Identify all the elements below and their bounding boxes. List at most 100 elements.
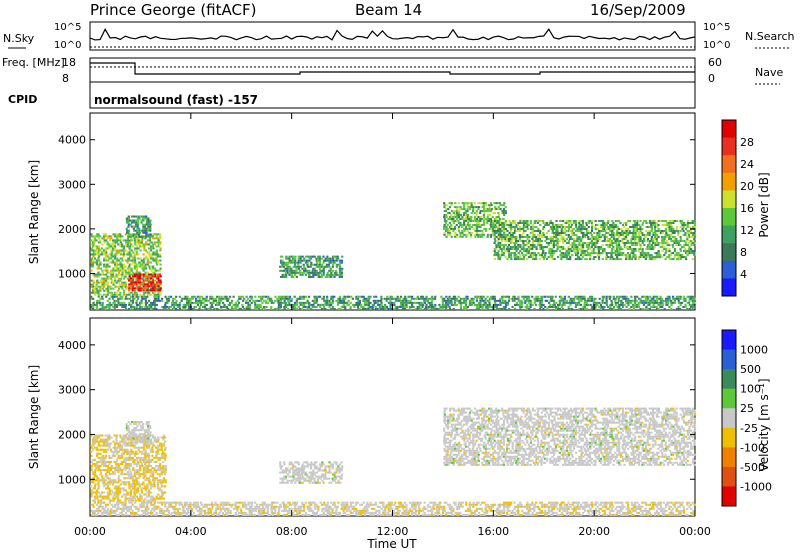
echo-cell [558,295,562,298]
echo-cell [150,265,153,268]
echo-cell [128,475,131,478]
echo-cell [157,261,160,264]
echo-cell [551,248,554,251]
echo-cell [310,257,313,260]
echo-cell [599,307,602,310]
echo-cell [590,295,594,298]
echo-cell [526,219,529,222]
echo-cell [144,279,147,282]
echo-cell [634,229,637,233]
echo-cell [538,258,542,261]
echo-cell [584,234,587,237]
echo-cell [529,254,532,257]
echo-cell [639,248,642,251]
echo-cell [102,307,105,310]
echo-cell [331,297,334,300]
echo-cell [418,303,421,306]
echo-cell [619,303,622,306]
echo-cell [239,297,242,300]
echo-cell [99,458,102,461]
echo-cell [104,257,107,260]
echo-cell [450,299,453,302]
echo-cell [513,219,516,222]
echo-cell [607,246,610,249]
echo-cell [473,303,476,306]
echo-cell [151,287,154,290]
echo-cell [588,299,592,302]
echo-cell [557,303,560,306]
echo-cell [620,252,623,255]
echo-cell [539,297,542,300]
echo-cell [121,438,124,441]
echo-cell [513,295,516,298]
echo-cell [556,225,559,228]
echo-cell [478,202,482,205]
echo-cell [433,307,437,310]
echo-cell [594,219,597,222]
echo-cell [330,271,333,274]
echo-cell [563,299,566,302]
echo-cell [684,234,687,237]
echo-cell [101,303,104,306]
echo-cell [92,307,95,310]
echo-cell [488,301,491,304]
echo-cell [491,225,494,228]
echo-cell [582,307,585,310]
echo-cell [133,458,136,461]
echo-cell [636,242,639,245]
echo-cell [95,467,98,470]
echo-cell [511,297,514,300]
echo-cell [218,301,221,304]
echo-cell [632,225,635,228]
echo-cell [682,250,686,253]
echo-cell [267,295,270,298]
echo-cell [298,301,302,304]
echo-cell [147,299,151,302]
echo-cell [283,297,286,300]
echo-cell [607,219,610,222]
echo-cell [522,254,525,257]
echo-cell [457,212,461,215]
echo-cell [617,227,621,230]
echo-cell [452,295,455,298]
echo-cell [372,303,376,306]
echo-cell [129,485,132,488]
echo-cell [644,295,648,298]
echo-cell [569,301,572,304]
echo-cell [140,497,144,500]
echo-cell [126,229,129,232]
echo-cell [685,258,688,261]
echo-cell [404,303,407,306]
echo-cell [670,223,673,226]
echo-cell [96,452,99,455]
echo-cell [468,202,471,205]
echo-cell [619,307,623,310]
echo-cell [483,217,486,220]
echo-cell [691,221,694,224]
echo-cell [515,223,518,226]
echo-cell [503,248,506,251]
echo-cell [130,237,133,240]
echo-cell [128,458,131,461]
echo-cell [128,456,131,459]
echo-cell [217,299,221,302]
echo-cell [643,295,646,298]
echo-cell [376,301,379,304]
echo-cell [470,303,473,306]
echo-cell [666,240,669,243]
echo-cell [602,297,605,300]
echo-cell [540,244,543,247]
echo-cell [574,301,577,304]
echo-cell [647,297,650,300]
echo-cell [169,295,173,298]
echo-cell [133,493,136,496]
echo-cell [131,277,134,280]
echo-cell [693,238,696,241]
echo-cell [106,275,109,278]
echo-cell [600,229,603,233]
echo-cell [139,283,142,286]
echo-cell [284,303,287,306]
echo-cell [444,307,448,310]
echo-cell [652,219,655,222]
echo-cell [398,305,401,308]
